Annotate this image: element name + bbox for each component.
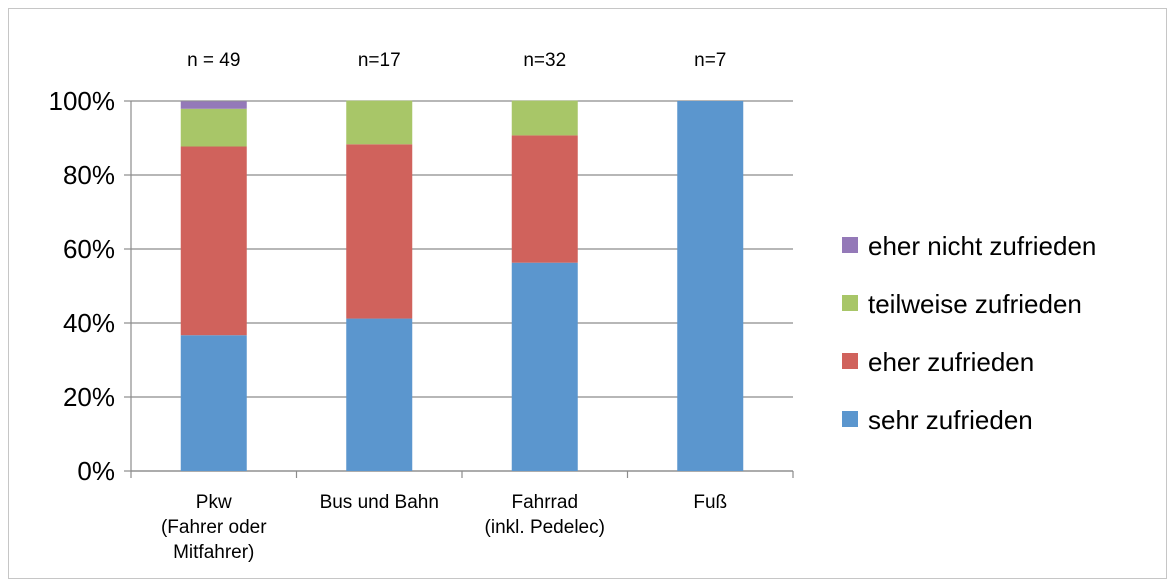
y-tick-label: 100%: [49, 86, 116, 116]
x-category-label: Pkw: [196, 492, 232, 513]
y-tick-label: 40%: [63, 308, 115, 338]
y-tick-label: 20%: [63, 382, 115, 412]
bar-segment-eher-zufrieden: [346, 144, 413, 319]
x-category-label: Fahrrad: [511, 492, 578, 513]
bar-segment-teilweise-zufrieden: [346, 100, 413, 145]
legend-swatch: [842, 237, 858, 253]
bar-segment-eher-zufrieden: [511, 135, 578, 263]
bar-segment-sehr-zufrieden: [346, 318, 413, 471]
x-category-label: Fuß: [693, 492, 727, 513]
legend-label: eher nicht zufrieden: [868, 231, 1096, 261]
bar-segment-teilweise-zufrieden: [180, 108, 247, 147]
x-category-label: (Fahrer oder: [161, 517, 267, 538]
legend-swatch: [842, 411, 858, 427]
bar-segment-sehr-zufrieden: [511, 262, 578, 471]
sample-size-label: n=17: [358, 50, 401, 71]
sample-size-label: n = 49: [187, 50, 240, 71]
legend-label: teilweise zufrieden: [868, 289, 1082, 319]
y-tick-label: 0%: [77, 456, 115, 486]
legend-label: sehr zufrieden: [868, 405, 1033, 435]
sample-size-label: n=7: [694, 50, 726, 71]
legend-swatch: [842, 353, 858, 369]
x-category-label: (inkl. Pedelec): [485, 517, 605, 538]
legend-swatch: [842, 295, 858, 311]
bar-segment-sehr-zufrieden: [180, 335, 247, 471]
bar-segment-eher-nicht-zufrieden: [180, 101, 247, 109]
bar-segment-sehr-zufrieden: [677, 101, 744, 471]
y-tick-label: 60%: [63, 234, 115, 264]
legend-label: eher zufrieden: [868, 347, 1034, 377]
bar-segment-teilweise-zufrieden: [511, 100, 578, 136]
bar-segment-eher-zufrieden: [180, 146, 247, 336]
sample-size-label: n=32: [523, 50, 566, 71]
x-category-label: Mitfahrer): [173, 542, 254, 563]
y-tick-label: 80%: [63, 160, 115, 190]
x-category-label: Bus und Bahn: [320, 492, 439, 513]
